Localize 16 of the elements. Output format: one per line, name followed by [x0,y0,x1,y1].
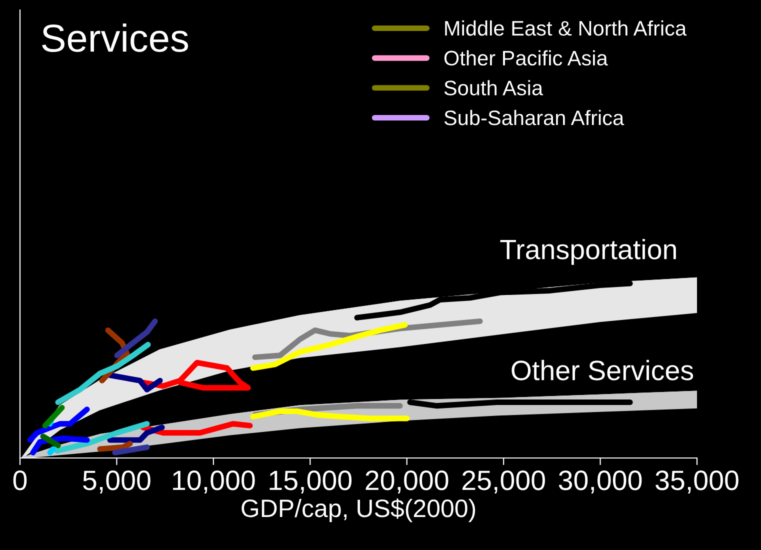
legend-label: Middle East & North Africa [445,20,687,36]
x-tick-label: 35,000 [656,470,738,494]
x-tick-label: 30,000 [558,470,642,494]
annotation: Other Services [512,360,694,380]
x-tick-label: 20,000 [366,470,448,494]
legend-label: South Asia [444,80,544,96]
x-tick-label: 25,000 [462,470,545,494]
x-tick-label: 15,000 [270,470,352,494]
x-tick-label: 5,000 [83,470,150,494]
x-axis-title: GDP/cap, US$(2000) [242,498,476,522]
legend-label: Sub-Saharan Africa [444,110,624,126]
legend-label: Other Pacific Asia [444,50,608,66]
text: Transportation [500,238,676,265]
chart-title: Services [42,23,188,52]
x-tick-label: 0 [13,470,27,490]
x-tick-label: 10,000 [173,470,255,494]
